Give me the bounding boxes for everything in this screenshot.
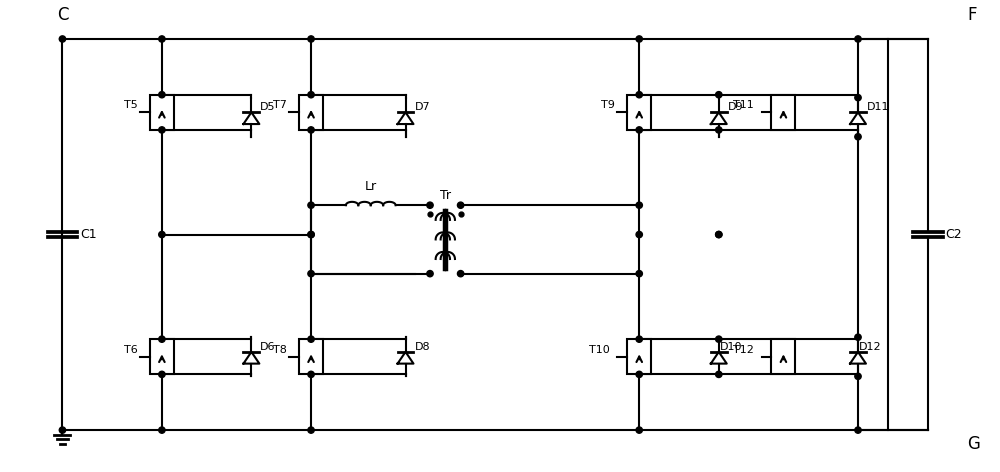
Text: D10: D10 <box>720 342 742 352</box>
Circle shape <box>159 92 165 98</box>
Circle shape <box>855 134 861 140</box>
Text: D8: D8 <box>414 342 430 352</box>
Circle shape <box>308 427 314 433</box>
Circle shape <box>716 231 722 238</box>
Circle shape <box>457 270 464 277</box>
Circle shape <box>716 231 722 238</box>
Polygon shape <box>243 352 259 363</box>
Circle shape <box>308 270 314 277</box>
Text: F: F <box>967 6 977 25</box>
Circle shape <box>855 334 861 340</box>
Text: D5: D5 <box>260 102 276 112</box>
Circle shape <box>159 127 165 133</box>
Circle shape <box>636 202 642 208</box>
Text: D12: D12 <box>859 342 882 352</box>
Bar <box>150 339 174 374</box>
Circle shape <box>59 36 66 42</box>
Circle shape <box>308 336 314 342</box>
Circle shape <box>716 336 722 342</box>
Polygon shape <box>850 352 866 363</box>
Text: T12: T12 <box>733 345 754 355</box>
Bar <box>627 95 651 130</box>
Text: Tr: Tr <box>440 189 451 202</box>
Circle shape <box>308 127 314 133</box>
Text: D9: D9 <box>728 102 743 112</box>
Circle shape <box>427 270 433 277</box>
Circle shape <box>308 231 314 238</box>
Polygon shape <box>711 112 727 124</box>
Circle shape <box>855 36 861 42</box>
Circle shape <box>159 231 165 238</box>
Text: D6: D6 <box>260 342 276 352</box>
Circle shape <box>427 202 433 208</box>
Text: Lr: Lr <box>365 180 377 194</box>
Polygon shape <box>243 112 259 124</box>
Circle shape <box>636 92 642 98</box>
Text: T8: T8 <box>273 345 287 355</box>
Bar <box>299 339 323 374</box>
Circle shape <box>59 427 66 433</box>
Circle shape <box>716 127 722 133</box>
Polygon shape <box>711 352 727 363</box>
Text: C2: C2 <box>946 228 962 241</box>
Text: C: C <box>57 6 69 25</box>
Polygon shape <box>398 352 413 363</box>
Circle shape <box>855 427 861 433</box>
Circle shape <box>636 371 642 378</box>
Polygon shape <box>398 112 413 124</box>
Text: D7: D7 <box>414 102 430 112</box>
Circle shape <box>636 336 642 342</box>
Circle shape <box>636 36 642 42</box>
Bar <box>627 339 651 374</box>
Text: G: G <box>967 435 980 453</box>
Circle shape <box>855 94 861 101</box>
Text: T7: T7 <box>273 101 287 110</box>
Polygon shape <box>850 112 866 124</box>
Bar <box>299 95 323 130</box>
Text: T5: T5 <box>124 101 138 110</box>
Circle shape <box>636 270 642 277</box>
Circle shape <box>636 427 642 433</box>
Circle shape <box>855 373 861 379</box>
Text: C1: C1 <box>80 228 97 241</box>
Circle shape <box>457 202 464 208</box>
Bar <box>150 95 174 130</box>
Bar <box>771 95 795 130</box>
Text: D11: D11 <box>867 102 889 112</box>
Circle shape <box>716 92 722 98</box>
Circle shape <box>308 231 314 238</box>
Text: T9: T9 <box>601 101 615 110</box>
Circle shape <box>308 202 314 208</box>
Circle shape <box>308 36 314 42</box>
Circle shape <box>636 127 642 133</box>
Text: T6: T6 <box>124 345 138 355</box>
Text: T11: T11 <box>733 101 754 110</box>
Text: T10: T10 <box>589 345 609 355</box>
Circle shape <box>159 427 165 433</box>
Circle shape <box>159 336 165 342</box>
Circle shape <box>308 92 314 98</box>
Circle shape <box>159 36 165 42</box>
Circle shape <box>636 231 642 238</box>
Circle shape <box>716 371 722 378</box>
Circle shape <box>308 371 314 378</box>
Bar <box>771 339 795 374</box>
Circle shape <box>159 371 165 378</box>
